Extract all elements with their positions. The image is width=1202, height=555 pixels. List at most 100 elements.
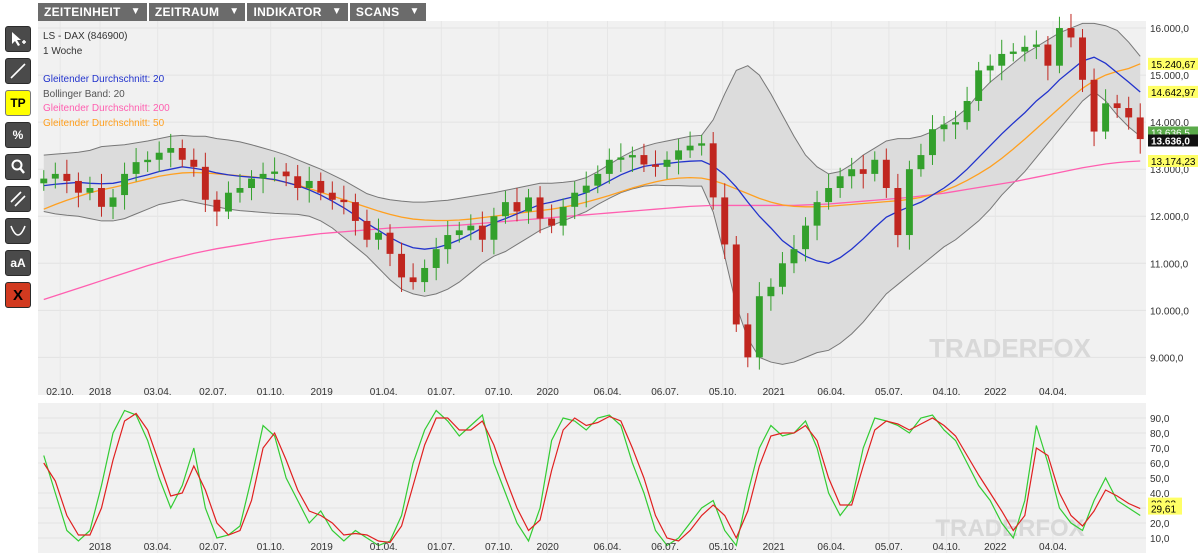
chevron-down-icon: ▼	[130, 6, 141, 17]
date-tick-label: 2019	[311, 387, 334, 398]
date-tick-label: 02.07.	[199, 387, 227, 398]
candle-body	[975, 70, 983, 101]
candle-body	[640, 155, 648, 165]
zoom-tool-button[interactable]	[5, 154, 31, 180]
menu-zeitraum[interactable]: ZEITRAUM ▼	[148, 3, 246, 21]
ma20-line	[43, 56, 1141, 264]
price-label-box	[1148, 85, 1198, 98]
candle-body	[1067, 28, 1075, 38]
menu-scans[interactable]: SCANS ▼	[349, 3, 426, 21]
osc-date-label: 06.04.	[817, 542, 845, 553]
candle-body	[929, 129, 936, 156]
price-tick-label: 9.000,0	[1150, 353, 1184, 364]
candle-body	[744, 324, 752, 358]
instrument-title: LS - DAX (846900)	[43, 31, 128, 42]
candle-body	[40, 178, 48, 184]
osc-date-label: 01.07.	[427, 542, 455, 553]
delete-tool-button[interactable]: X	[5, 282, 31, 308]
candle-body	[51, 173, 59, 179]
channel-tool-button[interactable]	[5, 186, 31, 212]
candle-body	[224, 192, 232, 212]
date-tick-label: 01.07.	[427, 387, 455, 398]
date-tick-label: 05.10.	[709, 387, 737, 398]
candle-body	[675, 150, 683, 160]
candle-body	[790, 249, 798, 264]
candle-body	[213, 199, 221, 212]
price-label-text: 13.636,5	[1151, 128, 1190, 139]
date-tick-label: 2021	[763, 387, 786, 398]
candle-body	[652, 164, 659, 167]
candle-body	[455, 230, 463, 236]
candle-body	[998, 53, 1006, 66]
price-axis: 16.000,0 15.000,0 14.000,0 13.000,0 12.000,0…	[1150, 24, 1189, 364]
menu-zeiteinheit[interactable]: ZEITEINHEIT ▼	[38, 3, 147, 21]
osc-date-label: 2018	[89, 542, 112, 553]
candle-body	[917, 155, 925, 170]
drawing-toolbar: TP % aA X	[5, 26, 33, 308]
candle-body	[501, 202, 509, 217]
candle-body	[259, 173, 267, 179]
menu-indikator[interactable]: INDIKATOR ▼	[247, 3, 348, 21]
candle-body	[167, 148, 175, 153]
candle-body	[421, 267, 429, 283]
trendline-icon	[10, 63, 26, 79]
price-tick-label: 14.000,0	[1150, 118, 1189, 129]
candle-body	[109, 197, 117, 207]
candle-body	[490, 216, 498, 240]
candle-body	[709, 143, 717, 198]
candle-body	[1021, 46, 1029, 52]
candle-body	[536, 197, 544, 219]
oscillator-axis: 90,080,070,060,050,040,030,020,010,0	[1150, 414, 1170, 545]
menu-label: INDIKATOR	[253, 5, 322, 19]
osc-tick-label: 80,0	[1150, 429, 1170, 440]
candle-body	[351, 202, 359, 221]
osc-date-label: 2020	[537, 542, 560, 553]
curve-tool-button[interactable]	[5, 218, 31, 244]
trendline-tool-button[interactable]	[5, 58, 31, 84]
candle-body	[98, 188, 105, 207]
candle-body	[755, 296, 763, 358]
candlestick-series	[40, 13, 1144, 370]
candle-body	[686, 145, 694, 151]
candle-body	[132, 162, 140, 174]
candle-body	[398, 253, 406, 278]
osc-date-label: 01.10.	[257, 542, 285, 553]
oscillator-value-labels: 32,9329,61	[1148, 497, 1182, 516]
price-label-text: 13.636,0	[1151, 136, 1190, 147]
candle-body	[617, 157, 625, 160]
tp-tool-button[interactable]: TP	[5, 90, 31, 116]
price-label-text: 13.174,23	[1151, 157, 1196, 168]
osc-date-label: 01.04.	[370, 542, 398, 553]
date-tick-label: 02.10.	[46, 387, 74, 398]
candle-body	[698, 143, 706, 146]
candle-body	[375, 232, 382, 240]
candle-body	[721, 197, 729, 245]
cursor-tool-button[interactable]	[5, 26, 31, 52]
osc-date-label: 2022	[984, 542, 1007, 553]
percent-tool-button[interactable]: %	[5, 122, 31, 148]
candle-body	[1136, 117, 1144, 140]
candle-body	[1044, 44, 1052, 66]
osc-date-label: 06.04.	[594, 542, 622, 553]
candle-body	[513, 202, 521, 212]
candle-body	[178, 148, 186, 160]
candle-body	[882, 159, 890, 189]
candle-body	[1055, 28, 1063, 66]
date-tick-label: 04.10.	[933, 387, 961, 398]
osc-tick-label: 50,0	[1150, 474, 1170, 485]
date-tick-label: 01.04.	[370, 387, 398, 398]
interval-label: 1 Woche	[43, 45, 83, 57]
price-label-text: 15.240,67	[1151, 60, 1196, 71]
chart-legend: LS - DAX (846900) 1 Woche Gleitender Dur…	[43, 30, 170, 131]
osc-date-label: 03.04.	[144, 542, 172, 553]
osc-tick-label: 60,0	[1150, 459, 1170, 470]
candle-body	[559, 206, 567, 226]
watermark-text: TRADERFOX	[935, 515, 1084, 542]
price-label-box	[1148, 134, 1198, 147]
candle-body	[409, 277, 417, 283]
osc-date-label: 05.10.	[709, 542, 737, 553]
candle-body	[282, 171, 290, 177]
osc-value-box	[1148, 502, 1182, 515]
text-tool-button[interactable]: aA	[5, 250, 31, 276]
